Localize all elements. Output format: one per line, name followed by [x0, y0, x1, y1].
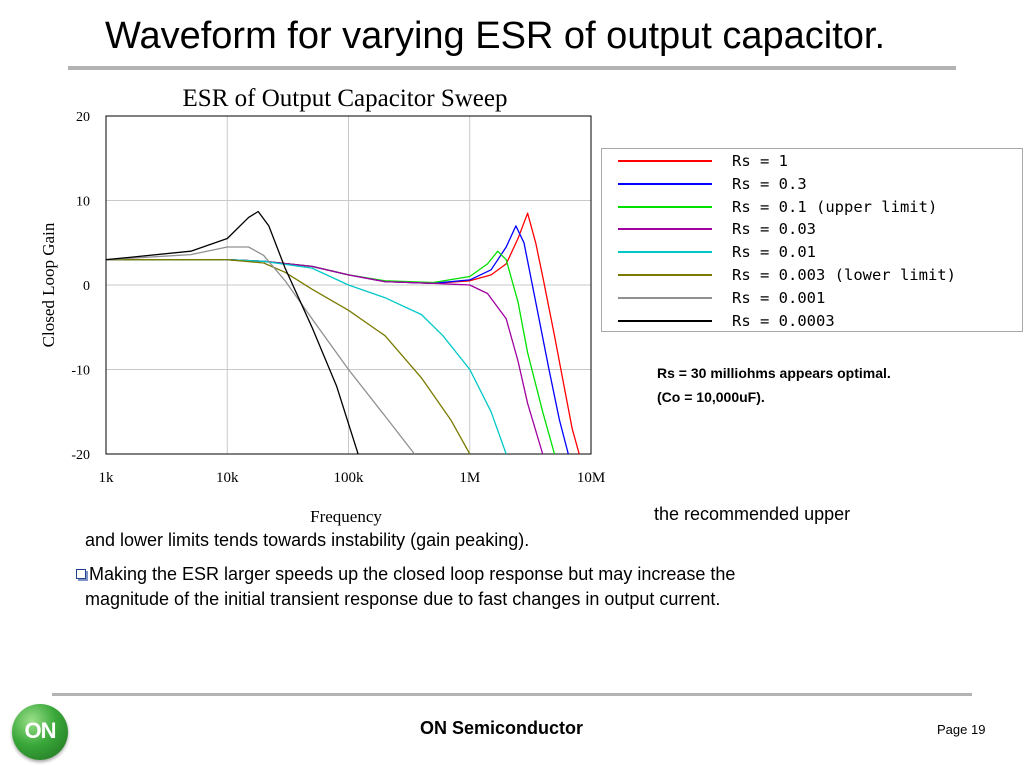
series-line-7: [106, 210, 359, 454]
x-tick-label: 10k: [216, 470, 239, 486]
note-optimal-esr: Rs = 30 milliohms appears optimal.: [657, 365, 891, 381]
bullet-1-line-1: the recommended upper: [654, 504, 851, 524]
legend-swatch: [618, 160, 712, 162]
page-number: Page 19: [937, 722, 986, 737]
legend-swatch: [618, 274, 712, 276]
chart-legend: Rs = 1 Rs = 0.3 Rs = 0.1 (upper limit) Rs =…: [601, 148, 1023, 332]
legend-item: Rs = 1: [602, 150, 1022, 172]
legend-label: Rs = 0.1 (upper limit): [732, 197, 938, 216]
legend-label: Rs = 0.3: [732, 174, 807, 193]
legend-item: Rs = 0.001: [602, 287, 1022, 309]
x-axis-label: Frequency: [310, 507, 382, 526]
legend-label: Rs = 0.001: [732, 288, 826, 307]
legend-swatch: [618, 182, 712, 185]
x-tick-label: 100k: [334, 470, 365, 486]
x-tick-label: 1k: [99, 470, 115, 486]
legend-item: Rs = 0.01: [602, 241, 1022, 263]
series-line-0: [106, 212, 580, 454]
logo-text: ON: [24, 718, 57, 743]
y-tick-label: 20: [76, 110, 90, 125]
series-line-2: [106, 250, 556, 454]
y-tick-label: -20: [71, 448, 90, 463]
legend-item: Rs = 0.03: [602, 218, 1022, 240]
legend-swatch: [618, 319, 712, 322]
square-bullet-icon: [76, 569, 86, 579]
legend-item: Rs = 0.003 (lower limit): [602, 264, 1022, 286]
legend-label: Rs = 0.01: [732, 243, 816, 262]
y-tick-label: 10: [76, 195, 90, 210]
y-tick-label: -10: [71, 364, 90, 379]
series-line-4: [106, 259, 507, 454]
y-tick-label: 0: [83, 279, 90, 294]
legend-label: Rs = 0.03: [732, 220, 816, 239]
x-tick-label: 10M: [577, 470, 605, 486]
esr-sweep-chart: ESR of Output Capacitor Sweep 1k 10k 100k 1…: [30, 80, 630, 530]
legend-swatch: [618, 251, 712, 254]
slide-title: Waveform for varying ESR of output capac…: [105, 15, 886, 57]
series-line-5: [106, 259, 471, 454]
legend-swatch: [618, 205, 712, 208]
legend-item: Rs = 0.3: [602, 173, 1022, 195]
title-divider: [68, 66, 956, 70]
on-semiconductor-logo: ON: [12, 704, 68, 760]
note-capacitance: (Co = 10,000uF).: [657, 389, 765, 405]
series-layer: [106, 210, 580, 454]
legend-label: Rs = 0.0003: [732, 311, 835, 330]
bullet-1-line-2: and lower limits tends towards instabili…: [85, 530, 530, 550]
tick-labels: 1k 10k 100k 1M 10M 20 10 0 -10 -20: [71, 110, 605, 486]
x-tick-label: 1M: [459, 470, 480, 486]
series-line-6: [106, 246, 416, 454]
y-axis-label: Closed Loop Gain: [39, 222, 58, 347]
bullet-2-line-2: magnitude of the initial transient respo…: [85, 589, 721, 609]
legend-item: Rs = 0.0003: [602, 310, 1022, 332]
legend-item: Rs = 0.1 (upper limit): [602, 196, 1022, 218]
plot-frame: [105, 115, 592, 455]
legend-swatch: [618, 228, 712, 231]
footer-company: ON Semiconductor: [420, 718, 584, 738]
bullet-2-text: Making the ESR larger speeds up the clos…: [89, 564, 736, 584]
footer-divider: [52, 693, 972, 696]
chart-title: ESR of Output Capacitor Sweep: [183, 85, 508, 112]
legend-label: Rs = 1: [732, 152, 788, 170]
bullet-2-line-1: Making the ESR larger speeds up the clos…: [76, 563, 735, 585]
legend-swatch: [618, 296, 712, 299]
legend-label: Rs = 0.003 (lower limit): [732, 266, 956, 284]
